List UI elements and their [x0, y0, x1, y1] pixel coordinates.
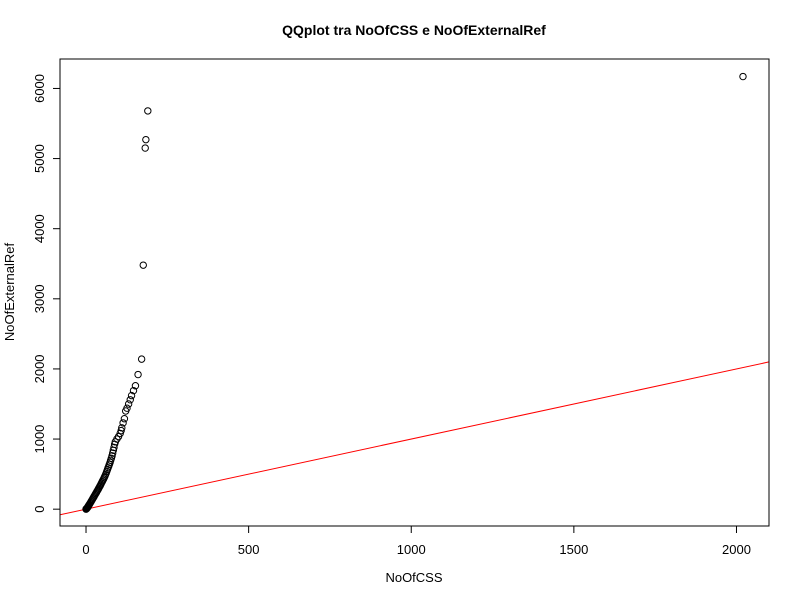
y-tick-label: 0	[32, 506, 47, 513]
x-axis-label: NoOfCSS	[385, 570, 442, 585]
data-point	[129, 386, 138, 395]
y-tick-label: 3000	[32, 284, 47, 313]
data-point	[120, 415, 129, 423]
data-point	[739, 72, 747, 81]
y-axis-label: NoOfExternalRef	[2, 242, 17, 341]
data-point	[137, 355, 146, 363]
axis-ticks: 0 500 1000 1500 2000 0 1000 2000 3000 4000 5000 600…	[32, 74, 751, 557]
data-point	[126, 396, 134, 404]
y-tick-label: 2000	[32, 354, 47, 383]
x-tick-label: 0	[82, 542, 89, 557]
data-point	[127, 391, 136, 400]
data-point	[117, 426, 125, 435]
data-point	[108, 452, 116, 460]
data-point	[123, 404, 131, 412]
data-point	[119, 419, 127, 427]
x-tick-label: 500	[238, 542, 260, 557]
y-tick-label: 5000	[32, 144, 47, 173]
data-point	[108, 449, 117, 457]
x-tick-label: 1000	[397, 542, 426, 557]
data-point	[110, 443, 118, 452]
reference-line	[60, 361, 769, 516]
reference-line-layer	[60, 361, 769, 516]
x-tick-label: 2000	[722, 542, 751, 557]
data-point	[139, 261, 147, 269]
data-point	[144, 107, 152, 115]
data-point	[134, 370, 142, 379]
y-tick-label: 6000	[32, 74, 47, 103]
y-tick-label: 4000	[32, 214, 47, 243]
data-point	[124, 400, 133, 408]
data-points	[82, 72, 747, 513]
plot-frame	[59, 58, 770, 527]
data-point	[142, 135, 150, 144]
data-point	[141, 144, 149, 152]
x-tick-label: 1500	[559, 542, 588, 557]
data-point	[118, 424, 126, 432]
y-tick-label: 1000	[32, 425, 47, 454]
data-point	[131, 382, 140, 390]
chart-title: QQplot tra NoOfCSS e NoOfExternalRef	[282, 22, 546, 38]
